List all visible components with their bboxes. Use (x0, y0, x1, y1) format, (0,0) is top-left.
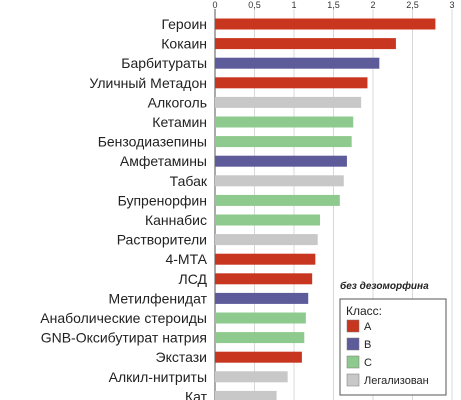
bar (215, 96, 362, 108)
legend-label: C (364, 357, 372, 369)
chart-annotation: без дезоморфина (340, 280, 429, 292)
category-label: Каннабис (145, 212, 207, 228)
x-tick-label: 1,5 (327, 0, 340, 10)
bar (215, 351, 302, 363)
category-label: ЛСД (179, 271, 208, 287)
legend-label: A (364, 321, 372, 333)
bar (215, 253, 316, 265)
category-label: Алкил-нитриты (109, 369, 207, 385)
bar (215, 57, 380, 69)
category-label: 4-МТА (165, 251, 207, 267)
x-tick-label: 2,5 (406, 0, 419, 10)
category-label: Алкоголь (148, 94, 207, 110)
bar (215, 77, 368, 89)
category-label: Бупренорфин (118, 192, 207, 208)
category-label: Амфетамины (120, 153, 207, 169)
bar (215, 38, 396, 50)
category-label: GNB-Оксибутират натрия (41, 330, 207, 346)
category-label: Анаболические стероиды (40, 310, 207, 326)
bar (215, 234, 318, 246)
category-label: Барбитураты (121, 55, 207, 71)
bar (215, 371, 288, 383)
x-tick-label: 1 (291, 0, 296, 10)
legend-title: Класс: (346, 304, 382, 318)
legend-swatch (346, 319, 360, 333)
bar (215, 136, 352, 148)
x-tick-label: 0 (212, 0, 217, 10)
legend-label: B (364, 339, 371, 351)
legend-items: ABC Легализован (346, 319, 429, 387)
category-label: Кат (185, 388, 208, 400)
bar (215, 312, 306, 324)
bar (215, 273, 313, 285)
bar (215, 194, 340, 206)
category-label: Уличный Метадон (89, 75, 207, 91)
category-label: Кетамин (152, 114, 207, 130)
bar (215, 390, 277, 400)
category-label: Бензодиазепины (98, 134, 207, 150)
bar (215, 116, 354, 128)
category-label: Героин (161, 16, 207, 32)
legend-label: Легализован (364, 375, 429, 387)
legend-swatch (346, 355, 360, 369)
legend-swatch (346, 373, 360, 387)
category-labels: Героин Кокаин Барбитураты Уличный Метадон Ал… (40, 16, 208, 400)
bar (215, 18, 436, 30)
x-tick-label: 3 (449, 0, 454, 10)
bar (215, 292, 309, 304)
bar (215, 332, 305, 344)
x-axis-ticks: 0 0,5 1 1,5 2 2,5 3 (212, 0, 454, 10)
category-label: Метилфенидат (109, 290, 208, 306)
category-label: Экстази (156, 349, 207, 365)
category-label: Кокаин (161, 36, 207, 52)
bar (215, 155, 347, 167)
bar-layer (215, 18, 436, 400)
bar (215, 175, 344, 187)
legend-swatch (346, 337, 360, 351)
legend: Класс: ABC Легализован (339, 298, 447, 396)
category-label: Табак (170, 173, 208, 189)
x-tick-label: 2 (370, 0, 375, 10)
x-tick-label: 0,5 (248, 0, 261, 10)
bar (215, 214, 321, 226)
category-label: Растворители (117, 232, 207, 248)
